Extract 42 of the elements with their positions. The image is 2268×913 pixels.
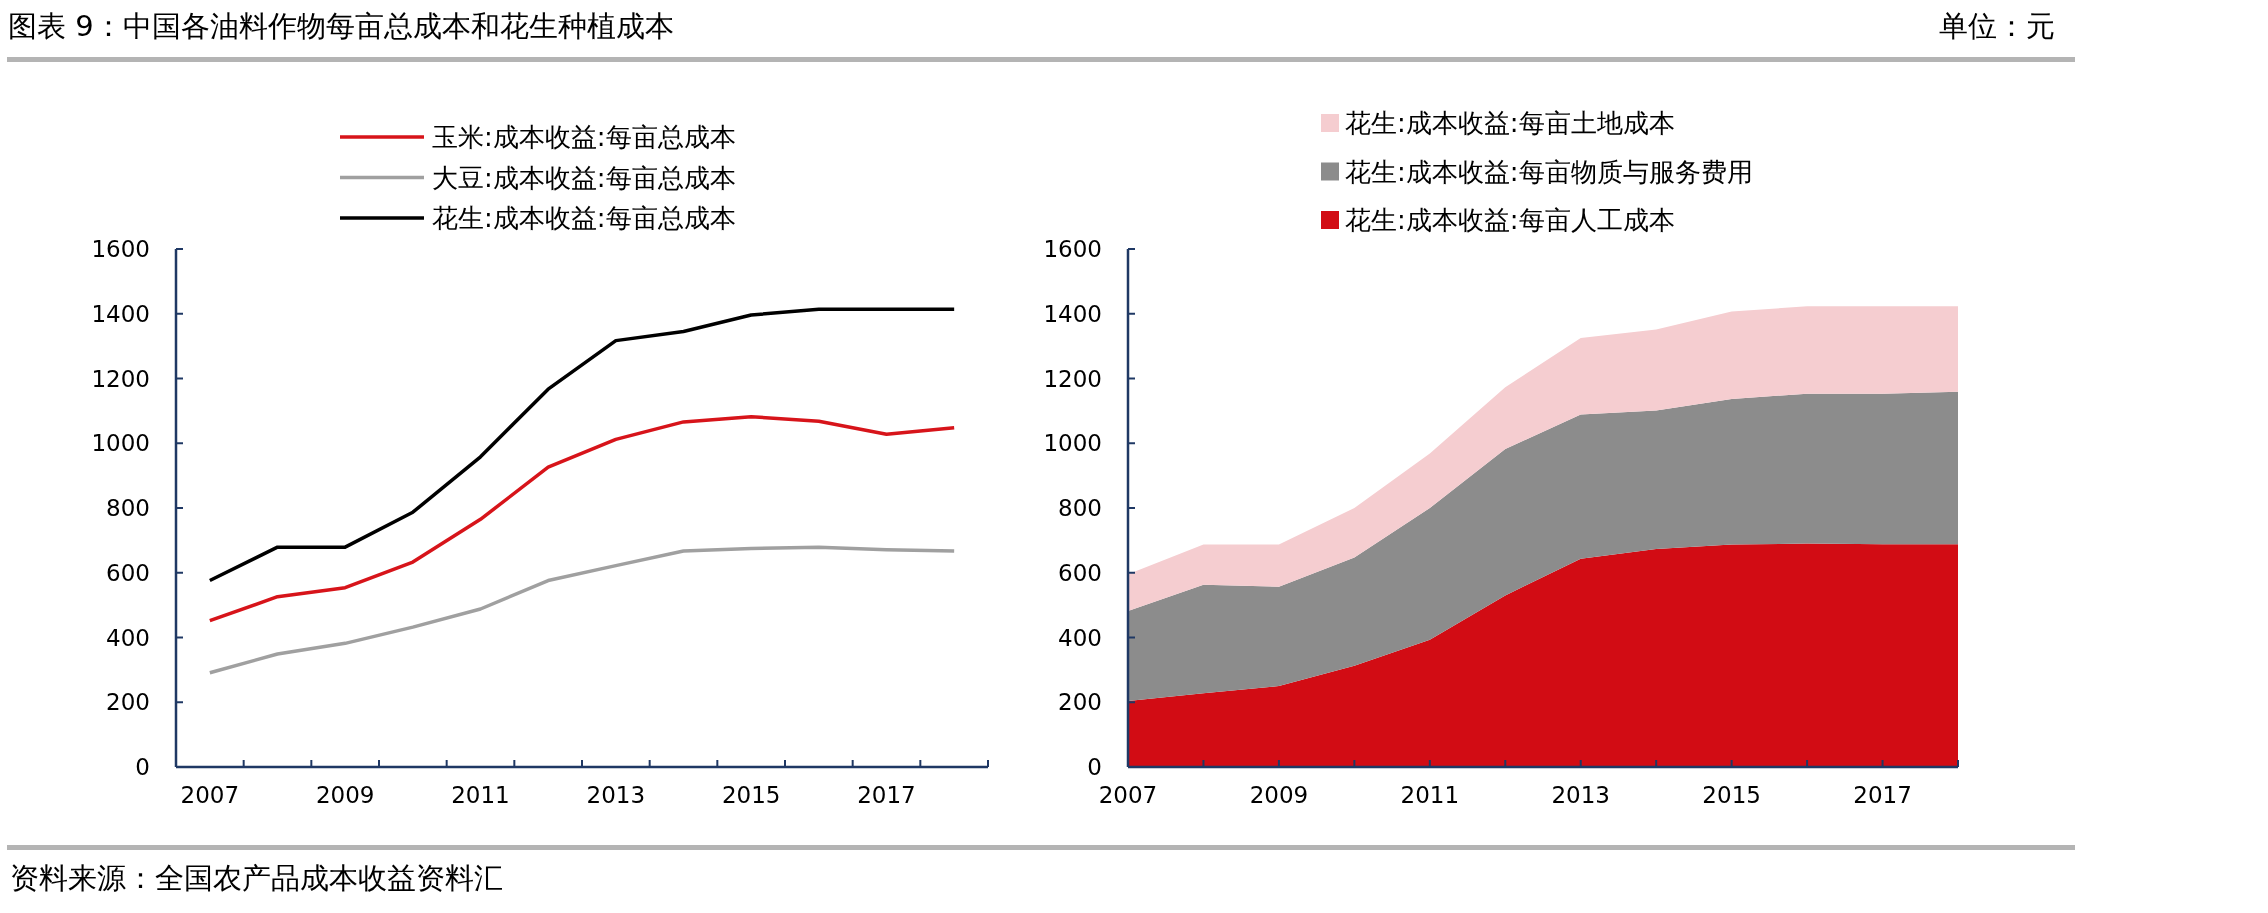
- line-series: [208, 414, 956, 623]
- y-tick-label: 0: [1087, 754, 1102, 780]
- y-tick-label: 600: [106, 559, 150, 586]
- y-tick-label: 1400: [1043, 300, 1102, 327]
- y-tick-label: 800: [1058, 495, 1102, 521]
- text: 单位：元: [1939, 9, 2055, 43]
- x-tick-label: 2013: [1551, 782, 1610, 808]
- y-tick-label: 1600: [91, 236, 150, 262]
- y-tick-label: 0: [135, 754, 150, 780]
- line-series: [208, 545, 956, 675]
- legend-label: 花生:成本收益:每亩总成本: [432, 203, 736, 233]
- x-tick-label: 2009: [1249, 782, 1309, 808]
- x-tick-label: 2011: [1400, 782, 1460, 808]
- y-tick-label: 400: [106, 624, 150, 651]
- legend-label: 花生:成本收益:每亩人工成本: [1345, 205, 1675, 235]
- y-tick-label: 1000: [1043, 430, 1102, 457]
- y-tick-label: 400: [1058, 624, 1102, 651]
- text: 资料来源：全国农产品成本收益资料汇: [10, 861, 503, 895]
- x-tick-label: 2007: [180, 782, 240, 808]
- legend-label: 玉米:成本收益:每亩总成本: [432, 122, 736, 152]
- y-tick-label: 200: [106, 689, 150, 716]
- x-tick-label: 2017: [1853, 782, 1912, 808]
- chart-title: 图表 9：中国各油料作物每亩总成本和花生种植成本: [8, 9, 674, 43]
- x-tick-label: 2015: [721, 782, 781, 808]
- y-tick-label: 1600: [1043, 236, 1102, 262]
- x-tick-label: 2007: [1098, 782, 1158, 808]
- y-tick-label: 1400: [91, 300, 150, 327]
- legend-label: 大豆:成本收益:每亩总成本: [432, 162, 736, 193]
- x-tick-label: 2009: [315, 782, 375, 808]
- y-tick-label: 800: [106, 495, 150, 521]
- x-tick-label: 2017: [857, 782, 916, 808]
- legend-label: 花生:成本收益:每亩土地成本: [1345, 108, 1675, 138]
- y-tick-label: 600: [1058, 559, 1102, 586]
- legend-label: 花生:成本收益:每亩物质与服务费用: [1345, 156, 1753, 187]
- y-tick-label: 1200: [1043, 365, 1102, 392]
- y-tick-label: 1000: [91, 430, 150, 457]
- x-tick-label: 2015: [1702, 782, 1761, 808]
- y-tick-label: 200: [1058, 689, 1102, 716]
- x-tick-label: 2011: [451, 782, 510, 808]
- x-tick-label: 2013: [586, 782, 646, 808]
- line-series: [208, 307, 956, 583]
- y-tick-label: 1200: [91, 365, 150, 392]
